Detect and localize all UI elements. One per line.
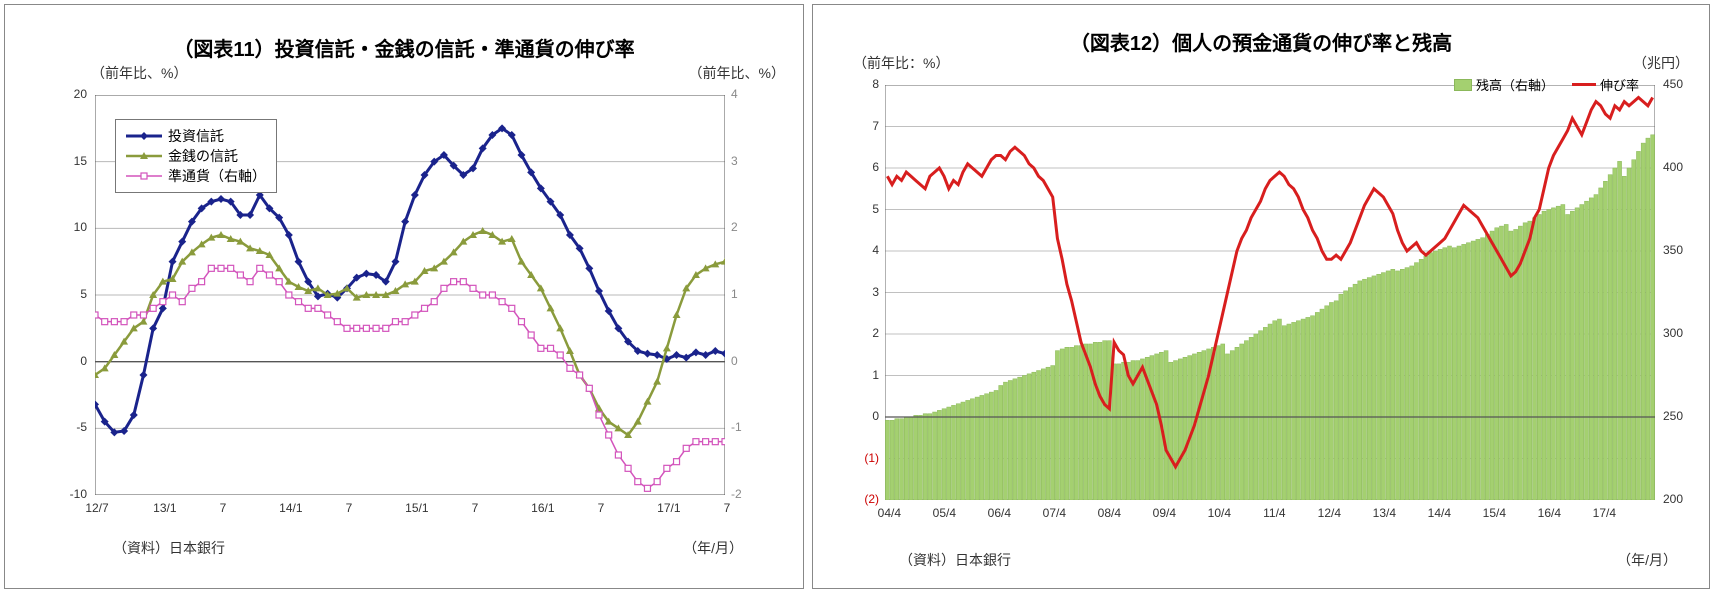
chart-11-xtick: 7 [329, 501, 369, 515]
chart-12-ytick-right: 350 [1663, 243, 1683, 257]
chart-11-xtick: 12/7 [77, 501, 117, 515]
chart-12-ytick-left: 5 [849, 202, 879, 216]
chart-12-xtick: 05/4 [924, 506, 964, 520]
chart-12-xtick: 08/4 [1089, 506, 1129, 520]
chart-12-xtick: 10/4 [1199, 506, 1239, 520]
chart-11-ytick-right: 2 [731, 220, 738, 234]
chart-12-ytick-right: 250 [1663, 409, 1683, 423]
chart-12-xtick: 14/4 [1419, 506, 1459, 520]
chart-11-yright-label: （前年比、%） [689, 63, 785, 83]
chart-11-ytick-right: 4 [731, 87, 738, 101]
legend-item: 金銭の信託 [126, 146, 266, 166]
chart-11-ytick-right: -2 [731, 487, 742, 501]
chart-12-xtick: 16/4 [1529, 506, 1569, 520]
chart-12-xunit: （年/月） [1617, 550, 1677, 570]
chart-12-ytick-left: 4 [849, 243, 879, 257]
chart-11-ytick-right: 0 [731, 354, 738, 368]
chart-11-source: （資料）日本銀行 [113, 538, 225, 558]
chart-12-xtick: 06/4 [979, 506, 1019, 520]
chart-11-xtick: 7 [707, 501, 747, 515]
chart-11-yleft-label: （前年比、%） [91, 63, 187, 83]
legend-label: 金銭の信託 [168, 146, 238, 166]
legend-item: 投資信託 [126, 126, 266, 146]
chart-12-xtick: 11/4 [1254, 506, 1294, 520]
chart-11-xtick: 15/1 [397, 501, 437, 515]
chart-12-ytick-left: 0 [849, 409, 879, 423]
chart-12-ytick-left: (1) [849, 451, 879, 465]
chart-11-xtick: 13/1 [145, 501, 185, 515]
legend-label: 伸び率 [1600, 75, 1639, 94]
chart-11-ytick-left: -5 [57, 420, 87, 434]
chart-12-yright-label: （兆円） [1633, 53, 1689, 73]
chart-11-ytick-left: 5 [57, 287, 87, 301]
chart-11-legend: 投資信託金銭の信託準通貨（右軸） [115, 119, 277, 193]
chart-12-xtick: 15/4 [1474, 506, 1514, 520]
chart-11-ytick-left: -10 [57, 487, 87, 501]
chart-11-panel: （図表11）投資信託・金銭の信託・準通貨の伸び率 （前年比、%） （前年比、%）… [4, 4, 804, 589]
chart-12-source: （資料）日本銀行 [899, 550, 1011, 570]
chart-12-xtick: 13/4 [1364, 506, 1404, 520]
chart-11-ytick-left: 0 [57, 354, 87, 368]
chart-11-xtick: 17/1 [649, 501, 689, 515]
chart-12-ytick-left: 2 [849, 326, 879, 340]
chart-12-ytick-right: 200 [1663, 492, 1683, 506]
chart-11-ytick-right: 3 [731, 154, 738, 168]
legend-item-zandaka: 残高（右軸） [1454, 75, 1554, 94]
chart-11-ytick-left: 20 [57, 87, 87, 101]
chart-12-yleft-label: （前年比：%） [853, 53, 949, 73]
chart-12-ytick-left: 8 [849, 77, 879, 91]
chart-12-legend: 残高（右軸） 伸び率 [1454, 75, 1639, 94]
chart-12-xtick: 07/4 [1034, 506, 1074, 520]
legend-item: 準通貨（右軸） [126, 166, 266, 186]
chart-12-xtick: 12/4 [1309, 506, 1349, 520]
chart-11-xtick: 7 [455, 501, 495, 515]
legend-label: 準通貨（右軸） [168, 166, 266, 186]
chart-12-ytick-left: 3 [849, 285, 879, 299]
chart-12-ytick-left: (2) [849, 492, 879, 506]
chart-11-ytick-right: -1 [731, 420, 742, 434]
chart-12-xtick: 04/4 [869, 506, 909, 520]
chart-12-panel: （図表12）個人の預金通貨の伸び率と残高 （前年比：%） （兆円） （資料）日本… [812, 4, 1710, 589]
chart-11-xtick: 14/1 [271, 501, 311, 515]
chart-12-title: （図表12）個人の預金通貨の伸び率と残高 [813, 27, 1709, 56]
chart-11-xunit: （年/月） [683, 538, 743, 558]
chart-11-xtick: 7 [203, 501, 243, 515]
chart-12-ytick-right: 450 [1663, 77, 1683, 91]
chart-12-xtick: 17/4 [1584, 506, 1624, 520]
chart-11-ytick-right: 1 [731, 287, 738, 301]
chart-12-ytick-left: 1 [849, 368, 879, 382]
chart-12-plot [885, 85, 1655, 500]
chart-11-xtick: 7 [581, 501, 621, 515]
chart-11-ytick-left: 15 [57, 154, 87, 168]
legend-label: 投資信託 [168, 126, 224, 146]
legend-label: 残高（右軸） [1476, 75, 1554, 94]
chart-12-ytick-left: 6 [849, 160, 879, 174]
chart-12-ytick-right: 400 [1663, 160, 1683, 174]
chart-11-xtick: 16/1 [523, 501, 563, 515]
chart-12-ytick-left: 7 [849, 119, 879, 133]
chart-12-ytick-right: 300 [1663, 326, 1683, 340]
legend-item-nobi: 伸び率 [1572, 75, 1639, 94]
chart-12-xtick: 09/4 [1144, 506, 1184, 520]
chart-11-ytick-left: 10 [57, 220, 87, 234]
chart-11-title: （図表11）投資信託・金銭の信託・準通貨の伸び率 [5, 33, 803, 62]
